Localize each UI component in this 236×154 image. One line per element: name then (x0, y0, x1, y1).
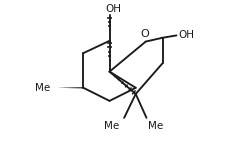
Text: Me: Me (104, 121, 120, 131)
Polygon shape (57, 87, 83, 88)
Text: OH: OH (105, 4, 121, 14)
Text: Me: Me (148, 121, 163, 131)
Text: Me: Me (35, 83, 50, 93)
Text: O: O (140, 29, 149, 39)
Text: OH: OH (178, 30, 194, 40)
